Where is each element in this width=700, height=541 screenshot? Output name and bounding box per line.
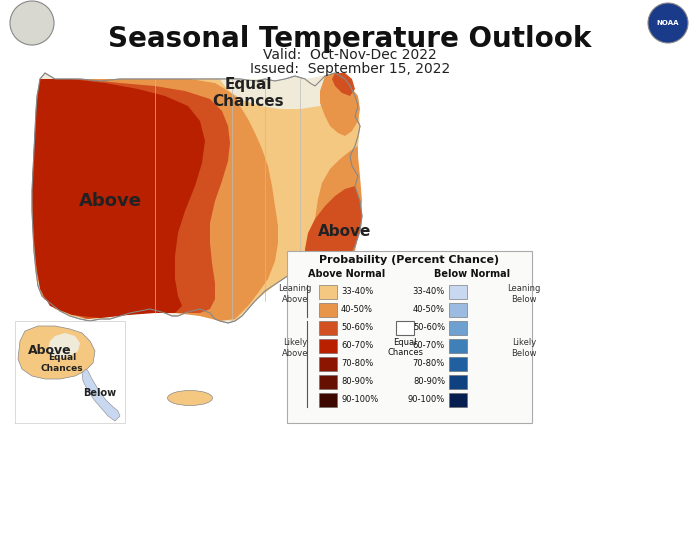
FancyBboxPatch shape xyxy=(449,357,467,371)
Text: Issued:  September 15, 2022: Issued: September 15, 2022 xyxy=(250,62,450,76)
Text: 60-70%: 60-70% xyxy=(341,341,373,351)
FancyBboxPatch shape xyxy=(449,303,467,317)
Text: Equal
Chances: Equal Chances xyxy=(387,338,423,358)
Text: Above Normal: Above Normal xyxy=(309,269,386,279)
Text: 33-40%: 33-40% xyxy=(413,287,445,296)
FancyBboxPatch shape xyxy=(319,393,337,407)
Text: Leaning
Below: Leaning Below xyxy=(508,285,540,304)
Polygon shape xyxy=(48,333,80,358)
FancyBboxPatch shape xyxy=(319,303,337,317)
Text: Below Normal: Below Normal xyxy=(434,269,510,279)
Text: Above: Above xyxy=(28,345,72,358)
Text: Above: Above xyxy=(78,192,141,210)
Ellipse shape xyxy=(167,391,213,406)
Text: 33-40%: 33-40% xyxy=(341,287,373,296)
Circle shape xyxy=(10,1,54,45)
Text: 70-80%: 70-80% xyxy=(341,360,373,368)
Polygon shape xyxy=(32,79,230,319)
Text: 90-100%: 90-100% xyxy=(407,395,445,405)
Text: Likely
Above: Likely Above xyxy=(281,338,308,358)
FancyBboxPatch shape xyxy=(319,357,337,371)
Text: 40-50%: 40-50% xyxy=(413,306,445,314)
Text: Probability (Percent Chance): Probability (Percent Chance) xyxy=(319,255,500,265)
Text: Leaning
Above: Leaning Above xyxy=(279,285,312,304)
Text: Equal
Chances: Equal Chances xyxy=(41,353,83,373)
Text: 50-60%: 50-60% xyxy=(413,324,445,333)
Text: Likely
Below: Likely Below xyxy=(511,338,537,358)
Polygon shape xyxy=(32,79,205,318)
Text: Below: Below xyxy=(83,388,117,398)
FancyBboxPatch shape xyxy=(287,251,532,423)
FancyBboxPatch shape xyxy=(396,321,414,335)
Text: Above: Above xyxy=(318,223,372,239)
Polygon shape xyxy=(82,369,120,421)
Text: NOAA: NOAA xyxy=(657,20,679,26)
Polygon shape xyxy=(305,146,362,293)
FancyBboxPatch shape xyxy=(449,393,467,407)
Circle shape xyxy=(648,3,688,43)
Polygon shape xyxy=(18,326,95,379)
Polygon shape xyxy=(32,79,278,321)
Polygon shape xyxy=(32,73,360,321)
FancyBboxPatch shape xyxy=(449,321,467,335)
Text: 90-100%: 90-100% xyxy=(341,395,378,405)
Text: 70-80%: 70-80% xyxy=(413,360,445,368)
Text: Valid:  Oct-Nov-Dec 2022: Valid: Oct-Nov-Dec 2022 xyxy=(263,48,437,62)
Text: 60-70%: 60-70% xyxy=(413,341,445,351)
Text: 40-50%: 40-50% xyxy=(341,306,373,314)
FancyBboxPatch shape xyxy=(449,375,467,389)
FancyBboxPatch shape xyxy=(319,339,337,353)
FancyBboxPatch shape xyxy=(319,285,337,299)
Polygon shape xyxy=(220,76,350,109)
Polygon shape xyxy=(32,73,362,323)
FancyBboxPatch shape xyxy=(449,285,467,299)
FancyBboxPatch shape xyxy=(449,339,467,353)
Polygon shape xyxy=(332,73,355,96)
Text: Seasonal Temperature Outlook: Seasonal Temperature Outlook xyxy=(108,25,592,53)
Text: Equal
Chances: Equal Chances xyxy=(212,77,284,109)
Text: 80-90%: 80-90% xyxy=(341,378,373,386)
Text: 80-90%: 80-90% xyxy=(413,378,445,386)
Polygon shape xyxy=(305,186,362,293)
FancyBboxPatch shape xyxy=(319,321,337,335)
Polygon shape xyxy=(320,73,360,136)
Text: 50-60%: 50-60% xyxy=(341,324,373,333)
FancyBboxPatch shape xyxy=(319,375,337,389)
